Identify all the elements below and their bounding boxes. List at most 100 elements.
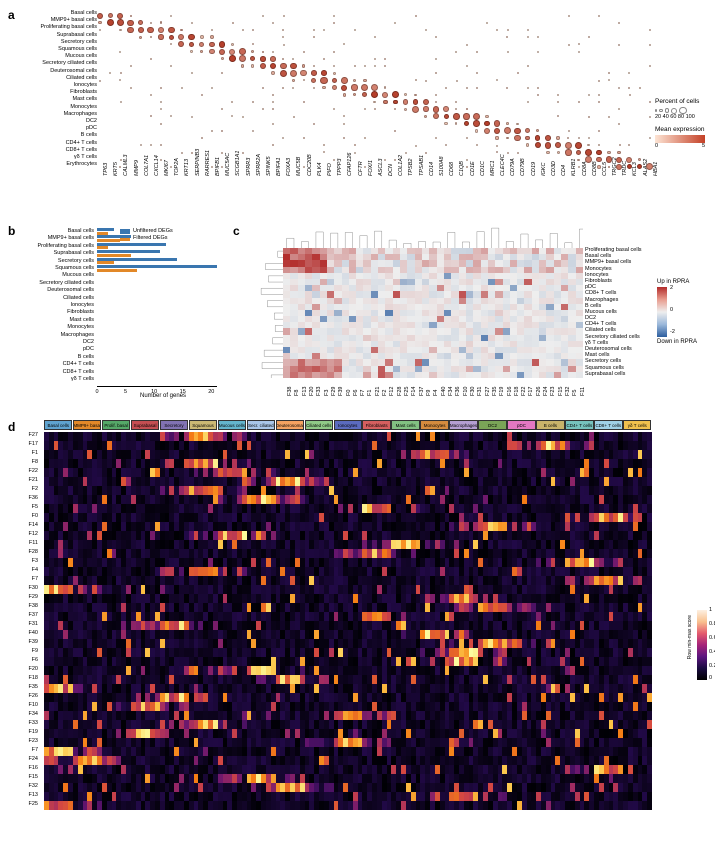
dot (444, 122, 447, 125)
dotplot-xlabel: COL1A2 (398, 155, 404, 176)
dot (191, 152, 193, 154)
dot (444, 114, 449, 119)
heatmap-d-cell (647, 495, 652, 504)
dot (413, 99, 418, 104)
heatmap-d-cell (647, 522, 652, 531)
legend-expr-tick-1: 5 (702, 143, 705, 149)
dot (280, 70, 287, 77)
dotplot-xlabel: ASCL3 (378, 159, 384, 176)
dot (219, 49, 225, 55)
dot (567, 137, 569, 139)
dot (292, 79, 294, 81)
dot (455, 122, 457, 124)
dot (332, 85, 337, 90)
dot (150, 58, 152, 60)
heatmap-c-xlabel: F11 (580, 387, 586, 396)
heatmap-c-xlabel: F22 (521, 387, 527, 396)
dot (394, 108, 396, 110)
dot (649, 101, 651, 103)
heatmap-c-ylabel: γδ T cells (585, 340, 608, 346)
panel-b-barplot: b Unfiltered DEGs Filtered DEGs Basal ce… (8, 224, 233, 414)
dot (158, 34, 163, 39)
legend-filtered: Filtered DEGs (133, 235, 168, 241)
heatmap-d-ylabel: F8 (32, 459, 38, 465)
dot (191, 116, 193, 118)
dot (262, 108, 264, 110)
heatmap-c-xlabel: F16 (507, 387, 513, 396)
dot (242, 29, 244, 31)
heatmap-c-ylabel: pDC (585, 284, 596, 290)
barplot-ylabel: Secretory cells (58, 258, 94, 264)
dot (616, 164, 622, 170)
dotplot-xlabel: KRT5 (113, 162, 119, 176)
dot (302, 64, 305, 67)
dot (282, 36, 284, 38)
heatmap-d-colheader: Secr. ciliated (247, 420, 275, 430)
dot (618, 108, 620, 110)
dot (303, 101, 305, 103)
dot (546, 151, 549, 154)
dotplot-xlabel: SERPINB3 (195, 149, 201, 176)
dot (476, 144, 478, 146)
dotplot-ylabel: Ciliated cells (66, 75, 97, 81)
dot (453, 113, 459, 119)
dotplot-xlabel: BPIFA1 (276, 158, 282, 177)
dot (160, 21, 163, 24)
heatmap-d-ylabel: F9 (32, 648, 38, 654)
dot (495, 136, 498, 139)
legend-expr-tick-0: 0 (655, 143, 658, 149)
dot (361, 84, 368, 91)
heatmap-c-xlabel: F2 (382, 390, 388, 396)
heatmap-d-colheader: Ionocytes (334, 420, 362, 430)
heatmap-c-xlabel: F12 (389, 387, 395, 396)
heatmap-c-ylabel: CD4+ T cells (585, 321, 616, 327)
dot (364, 65, 366, 67)
dot (565, 149, 571, 155)
dotplot-xlabel: TP63 (103, 163, 109, 176)
dot (343, 137, 345, 139)
dot (239, 48, 246, 55)
dot (433, 113, 439, 119)
dot (555, 142, 561, 148)
dendrogram-top (283, 224, 583, 248)
dotplot-xlabel: CD1C (480, 161, 486, 176)
dot (362, 92, 367, 97)
dotplot-ylabel: MMP9+ basal cells (51, 17, 97, 23)
barplot-ylabel: Fibroblasts (67, 309, 94, 315)
dotplot-ylabel: Suprabasal cells (57, 32, 97, 38)
dot (608, 72, 610, 74)
barplot-ylabel: Squamous cells (55, 265, 94, 271)
heatmap-d-ylabel: F21 (29, 477, 38, 483)
heatmap-d-colheader: Fibroblasts (362, 420, 390, 430)
dot (221, 130, 223, 132)
heatmap-c-xlabel: F39 (338, 387, 344, 396)
dotplot-xlabel: PLK4 (317, 163, 323, 176)
heatmap-d-ylabel: F11 (29, 540, 38, 546)
dot (455, 101, 457, 103)
barplot-ylabel: Macrophages (61, 332, 94, 338)
dot (211, 29, 213, 31)
heatmap-d-ylabel: F27 (29, 432, 38, 438)
dot (178, 34, 184, 40)
dot (138, 20, 143, 25)
dot (158, 27, 164, 33)
dot (191, 72, 193, 74)
dotplot-xlabel: CD1E (470, 162, 476, 177)
dot (311, 70, 317, 76)
dot (341, 77, 348, 84)
heatmap-d-cell (647, 594, 652, 603)
dot (333, 108, 335, 110)
barplot-ylabel: Deuterosomal cells (47, 287, 94, 293)
dotplot-xlabel: CFAP126 (347, 153, 353, 176)
dot (99, 29, 101, 31)
dot (200, 50, 203, 53)
heatmap-d-cell (647, 567, 652, 576)
dotplot-ylabel: Fibroblasts (70, 89, 97, 95)
dot (578, 137, 580, 139)
barplot-ylabel: Ionocytes (70, 302, 94, 308)
heatmap-c-xlabel: F26 (536, 387, 542, 396)
dotplot-xlabel: CD8A (582, 162, 588, 177)
dotplot-ylabel: DC2 (86, 118, 97, 124)
dot (211, 87, 213, 89)
dot (282, 137, 284, 139)
